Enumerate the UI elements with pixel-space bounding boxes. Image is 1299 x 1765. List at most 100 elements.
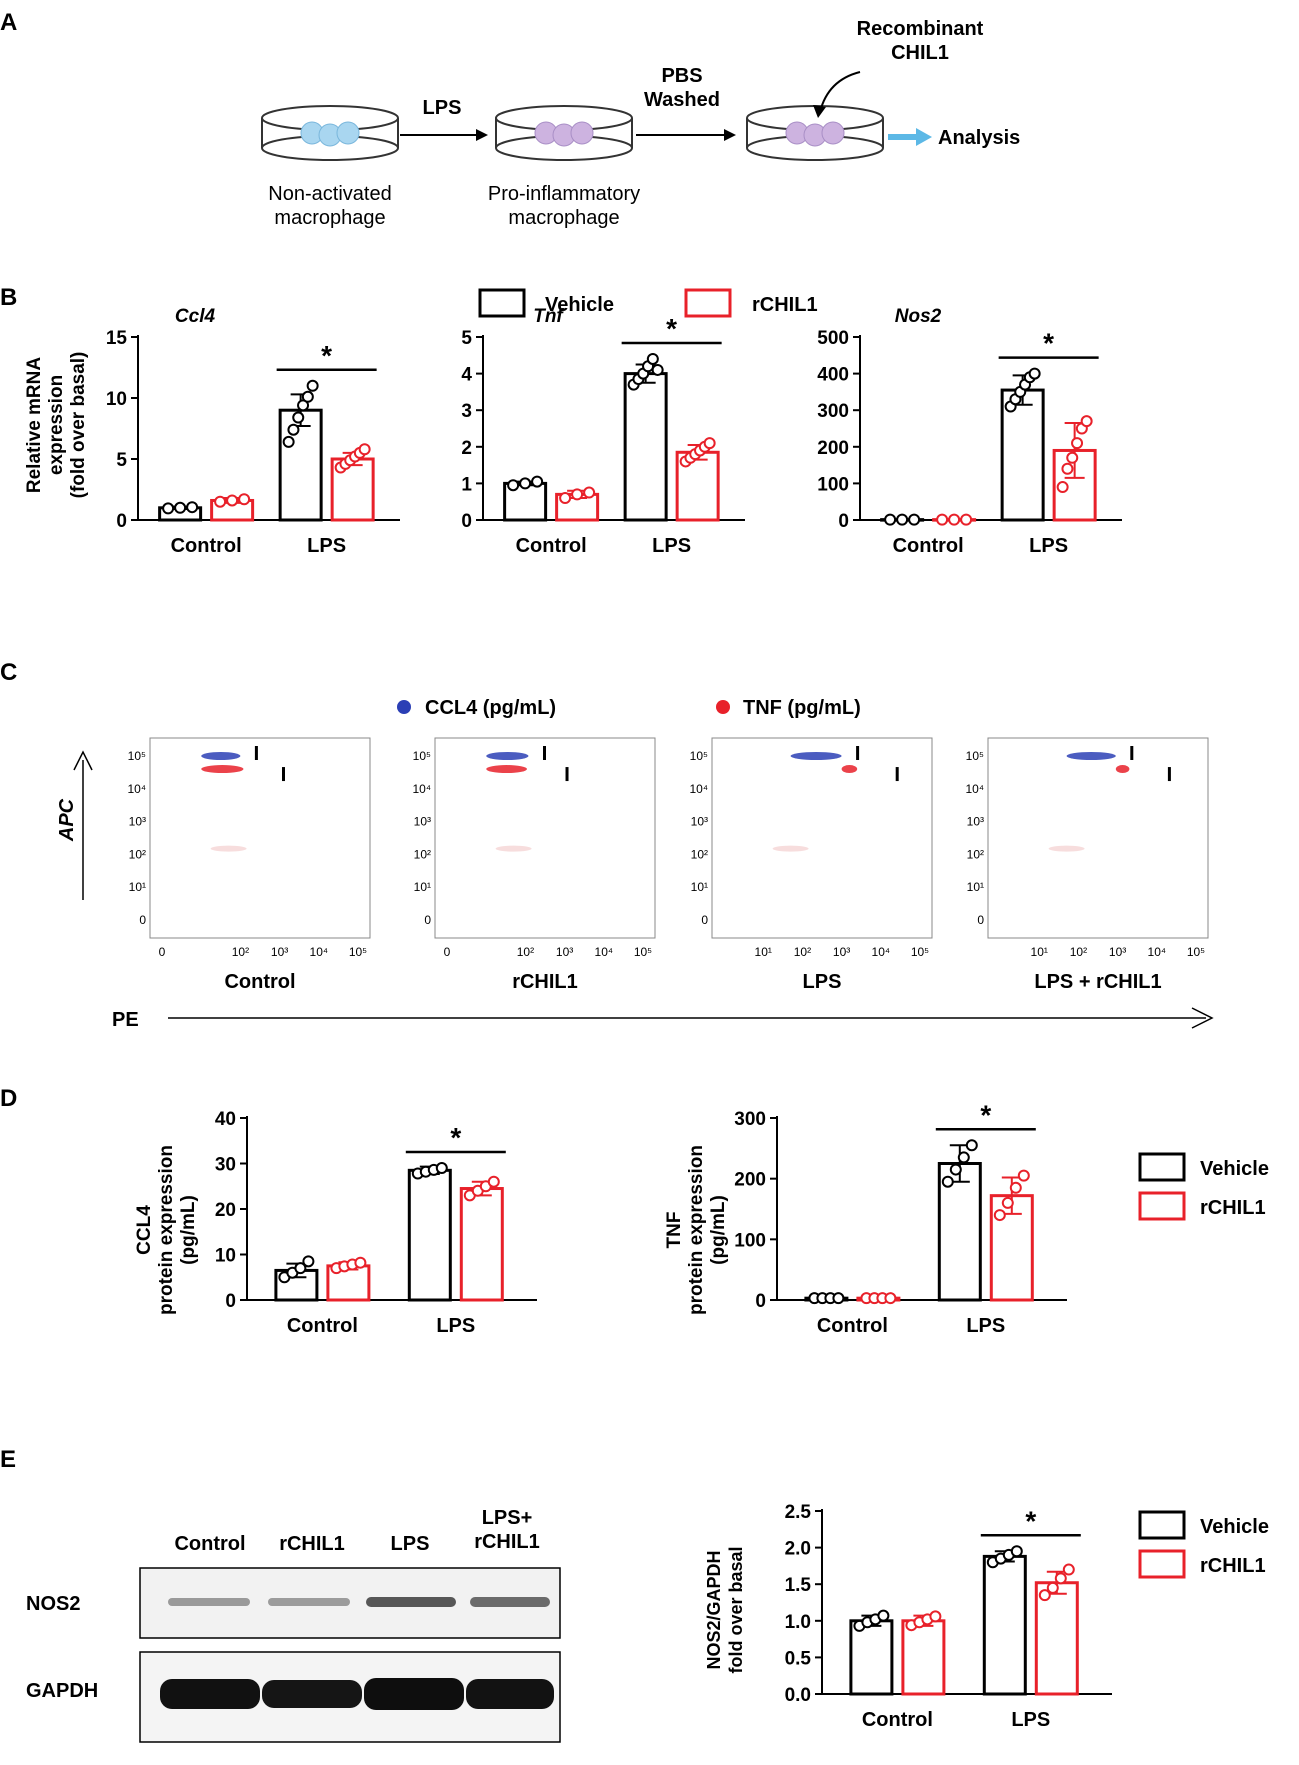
flow-y-tick: 10⁵ [690,749,708,763]
band-nos2-control [168,1598,250,1606]
significance-star: * [1043,328,1054,359]
flow-x-tick: 10³ [1109,945,1126,959]
lane-label-lps-rchil1-1: LPS+ [482,1507,533,1529]
legend-vehicle-swatch [478,288,526,318]
band-gapdh-rchil1 [262,1680,362,1708]
data-point [354,1256,367,1269]
chart-title: Tnf [533,306,564,327]
x-tick-label: LPS [1011,1709,1050,1731]
flow-x-tick: 10⁵ [1187,945,1205,959]
arrow-pbs-head [724,129,736,141]
lane-label-control: Control [174,1533,245,1555]
d-tnf-ylabel-3: (pg/mL) [708,1195,729,1265]
bar [849,1619,894,1696]
analysis-label: Analysis [938,127,1020,149]
flow-y-tick: 10¹ [967,880,984,894]
y-tick-label: 0.5 [785,1648,812,1669]
data-point [960,513,973,526]
data-point [936,513,949,526]
legend-ccl4: CCL4 (pg/mL) [425,697,556,719]
flow-y-tick: 10⁴ [965,782,984,796]
legend-e: Vehicle rCHIL1 [1138,1510,1269,1579]
y-tick-label: 0 [755,1291,766,1312]
band-nos2-rchil1 [268,1598,350,1606]
band-gapdh-control [160,1679,260,1709]
bar [407,1168,452,1302]
data-point [908,513,921,526]
x-tick-label: Control [862,1709,933,1731]
significance-star: * [321,340,332,371]
data-point [174,501,187,514]
flow-frame [987,737,1209,939]
bar [459,1187,504,1302]
legend-d: Vehicle rCHIL1 [1138,1152,1269,1221]
pe-axis-label: PE [112,1009,139,1031]
y-tick-label: 4 [461,365,472,386]
data-point [884,1292,897,1305]
legend-e-rchil1: rCHIL1 [1200,1555,1266,1577]
legend-ccl4-dot [397,700,411,714]
flow-x-tick: 10² [517,945,534,959]
dish-pro-inflammatory [495,105,633,161]
arrow-lps-head [476,129,488,141]
flow-population [201,765,244,774]
data-point [292,411,305,424]
flow-sparse-events [210,845,247,852]
data-point [226,494,239,507]
data-point [287,423,300,436]
blot-gapdh [139,1651,561,1743]
x-tick-label: Control [171,535,242,557]
e-ylabel-2: fold over basal [726,1546,746,1673]
flow-plot-lps: 10⁵ 10⁴ 10³ 10² 10¹ 0 10¹ 10² 10³ 10⁴ 10⁵ LPS [689,737,933,993]
data-point [1017,1169,1030,1182]
d-ccl4-ylabel-1: CCL4 [134,1205,155,1255]
x-tick-label: Control [287,1315,358,1337]
y-tick-label: 2 [461,438,472,459]
d-tnf-ylabel-2: protein expression [686,1145,707,1315]
flow-x-tick: 10⁴ [310,945,329,959]
y-tick-label: 5 [116,450,127,471]
apc-axis-label: APC [56,798,78,842]
y-tick-label: 10 [106,389,127,410]
data-point [282,435,295,448]
data-point [1062,1563,1075,1576]
y-tick-label: 1 [461,474,472,495]
data-point [294,1262,307,1275]
flow-plot-lps-rchil1: 10⁵ 10⁴ 10³ 10² 10¹ 0 10¹ 10² 10³ 10⁴ 10⁵ LPS + rCH… [965,737,1209,993]
data-point [948,513,961,526]
x-tick-label: LPS [966,1315,1005,1337]
y-tick-label: 20 [215,1200,236,1221]
data-point [301,390,314,403]
panel-a-label: A [0,9,17,36]
chart-tnf-mrna: Tnf 0 1 2 3 4 5 Control LPS * [461,306,745,557]
data-point [896,513,909,526]
band-nos2-lps-rchil1 [470,1597,550,1607]
pe-axis-arrowhead [1191,1007,1214,1029]
y-tick-label: 300 [734,1109,766,1130]
flow-y-tick: 10³ [967,815,984,829]
data-point [583,486,596,499]
data-point [507,479,520,492]
data-point [1071,437,1084,450]
bar [982,1554,1027,1696]
step-pbs-2: Washed [644,89,720,111]
data-point [957,1151,970,1164]
chart-ccl4-mrna: Ccl4 0 5 10 15 Control LPS * [106,306,400,557]
cell1-label-1: Non-activated [268,183,391,205]
y-tick-label: 200 [817,438,849,459]
flow-y-tick: 0 [424,913,431,927]
flow-y-tick: 10² [414,847,431,861]
flow-y-tick: 10¹ [691,880,708,894]
bar [1034,1581,1079,1696]
data-point [1056,481,1069,494]
legend-d-rchil1-swatch [1138,1191,1186,1221]
flow-population [790,752,842,760]
cell2-label-1: Pro-inflammatory [488,183,640,205]
flow-population [841,765,858,774]
data-point [1028,367,1041,380]
data-point [651,363,664,376]
cell2-label-2: macrophage [508,207,619,229]
legend-tnf-dot [716,700,730,714]
flow-y-tick: 0 [977,913,984,927]
flow-frame [149,737,371,939]
